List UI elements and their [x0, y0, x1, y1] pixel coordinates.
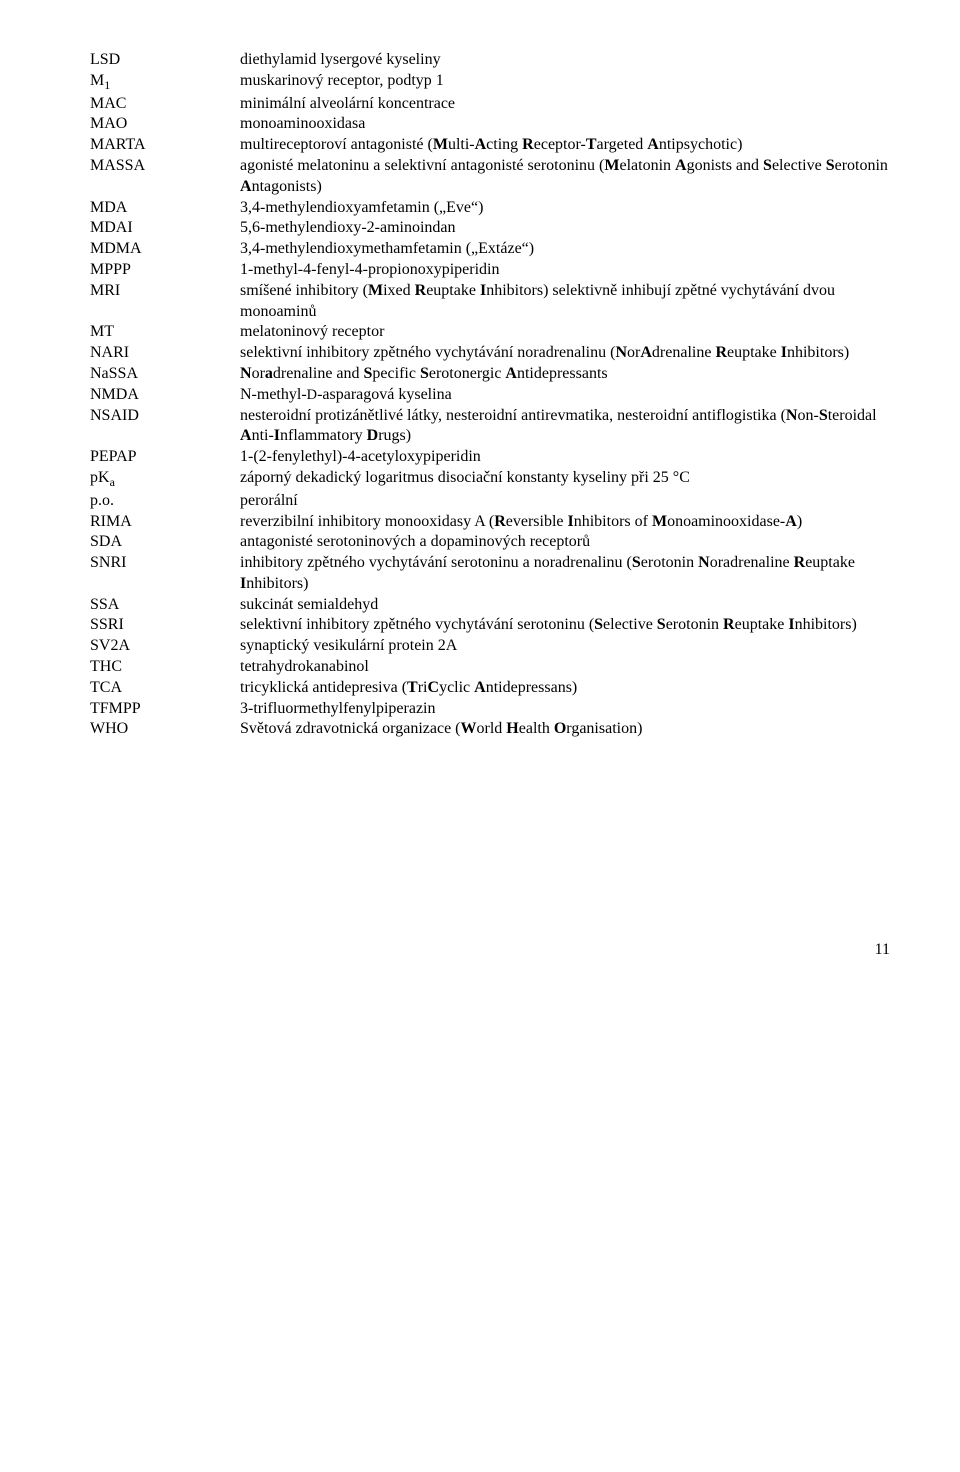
abbr-term: MT	[90, 322, 240, 343]
abbr-term: WHO	[90, 719, 240, 740]
abbr-entry: p.o.perorální	[90, 491, 890, 512]
abbr-entry: MASSAagonisté melatoninu a selektivní an…	[90, 156, 890, 198]
abbr-entry: NaSSANoradrenaline and Specific Serotone…	[90, 364, 890, 385]
abbr-entry: MARTAmultireceptoroví antagonisté (Multi…	[90, 135, 890, 156]
abbr-entry: THCtetrahydrokanabinol	[90, 657, 890, 678]
abbr-term: NARI	[90, 343, 240, 364]
abbr-definition: melatoninový receptor	[240, 322, 890, 343]
page-number: 11	[90, 940, 890, 961]
abbr-entry: PEPAP1-(2-fenylethyl)-4-acetyloxypiperid…	[90, 447, 890, 468]
abbr-term: MARTA	[90, 135, 240, 156]
abbr-term: MDAI	[90, 218, 240, 239]
abbr-term: NaSSA	[90, 364, 240, 385]
abbr-term: M1	[90, 71, 240, 94]
abbr-definition: 5,6-methylendioxy-2-aminoindan	[240, 218, 890, 239]
abbr-entry: LSDdiethylamid lysergové kyseliny	[90, 50, 890, 71]
abbr-entry: SNRIinhibitory zpětného vychytávání sero…	[90, 553, 890, 595]
abbr-term: MASSA	[90, 156, 240, 177]
abbr-term: THC	[90, 657, 240, 678]
abbr-entry: pKazáporný dekadický logaritmus disociač…	[90, 468, 890, 491]
abbr-term: SSA	[90, 595, 240, 616]
abbr-term: p.o.	[90, 491, 240, 512]
abbr-term: SV2A	[90, 636, 240, 657]
abbr-term: MDMA	[90, 239, 240, 260]
abbr-entry: MTmelatoninový receptor	[90, 322, 890, 343]
abbr-definition: Světová zdravotnická organizace (World H…	[240, 719, 890, 740]
abbr-definition: selektivní inhibitory zpětného vychytává…	[240, 343, 890, 364]
abbr-term: TCA	[90, 678, 240, 699]
abbreviation-list: LSDdiethylamid lysergové kyselinyM1muska…	[90, 50, 890, 740]
abbr-definition: tricyklická antidepresiva (TriCyclic Ant…	[240, 678, 890, 699]
abbr-entry: SDAantagonisté serotoninových a dopamino…	[90, 532, 890, 553]
abbr-term: NMDA	[90, 385, 240, 406]
abbr-definition: Noradrenaline and Specific Serotonergic …	[240, 364, 890, 385]
abbr-definition: minimální alveolární koncentrace	[240, 94, 890, 115]
abbr-term: MAC	[90, 94, 240, 115]
abbr-entry: MDAI5,6-methylendioxy-2-aminoindan	[90, 218, 890, 239]
abbr-entry: M1muskarinový receptor, podtyp 1	[90, 71, 890, 94]
abbr-definition: smíšené inhibitory (Mixed Reuptake Inhib…	[240, 281, 890, 323]
abbr-definition: inhibitory zpětného vychytávání serotoni…	[240, 553, 890, 595]
abbr-entry: MAOmonoaminooxidasa	[90, 114, 890, 135]
abbr-term: SNRI	[90, 553, 240, 574]
abbr-definition: 3,4-methylendioxyamfetamin („Eve“)	[240, 198, 890, 219]
abbr-term: MRI	[90, 281, 240, 302]
abbr-definition: tetrahydrokanabinol	[240, 657, 890, 678]
abbr-definition: 1-methyl-4-fenyl-4-propionoxypiperidin	[240, 260, 890, 281]
abbr-definition: nesteroidní protizánětlivé látky, nester…	[240, 406, 890, 448]
abbr-term: SSRI	[90, 615, 240, 636]
abbr-entry: MRIsmíšené inhibitory (Mixed Reuptake In…	[90, 281, 890, 323]
abbr-definition: monoaminooxidasa	[240, 114, 890, 135]
abbr-term: LSD	[90, 50, 240, 71]
abbr-term: TFMPP	[90, 699, 240, 720]
abbr-definition: N-methyl-D-asparagová kyselina	[240, 385, 890, 406]
abbr-definition: perorální	[240, 491, 890, 512]
abbr-entry: SSRIselektivní inhibitory zpětného vychy…	[90, 615, 890, 636]
abbr-definition: multireceptoroví antagonisté (Multi-Acti…	[240, 135, 890, 156]
abbr-entry: RIMAreverzibilní inhibitory monooxidasy …	[90, 512, 890, 533]
abbr-term: pKa	[90, 468, 240, 491]
abbr-definition: 3,4-methylendioxymethamfetamin („Extáze“…	[240, 239, 890, 260]
abbr-definition: muskarinový receptor, podtyp 1	[240, 71, 890, 92]
abbr-definition: diethylamid lysergové kyseliny	[240, 50, 890, 71]
abbr-entry: NMDAN-methyl-D-asparagová kyselina	[90, 385, 890, 406]
abbr-term: MPPP	[90, 260, 240, 281]
abbr-definition: antagonisté serotoninových a dopaminovýc…	[240, 532, 890, 553]
abbr-term: RIMA	[90, 512, 240, 533]
abbr-entry: SV2Asynaptický vesikulární protein 2A	[90, 636, 890, 657]
abbr-definition: 3-trifluormethylfenylpiperazin	[240, 699, 890, 720]
abbr-term: MAO	[90, 114, 240, 135]
abbr-definition: sukcinát semialdehyd	[240, 595, 890, 616]
abbr-definition: agonisté melatoninu a selektivní antagon…	[240, 156, 890, 198]
abbr-entry: MDA3,4-methylendioxyamfetamin („Eve“)	[90, 198, 890, 219]
abbr-entry: TFMPP3-trifluormethylfenylpiperazin	[90, 699, 890, 720]
abbr-term: SDA	[90, 532, 240, 553]
abbr-term: PEPAP	[90, 447, 240, 468]
abbr-entry: WHOSvětová zdravotnická organizace (Worl…	[90, 719, 890, 740]
abbr-definition: synaptický vesikulární protein 2A	[240, 636, 890, 657]
abbr-definition: reverzibilní inhibitory monooxidasy A (R…	[240, 512, 890, 533]
abbr-term: NSAID	[90, 406, 240, 427]
abbr-definition: 1-(2-fenylethyl)-4-acetyloxypiperidin	[240, 447, 890, 468]
abbr-entry: NARIselektivní inhibitory zpětného vychy…	[90, 343, 890, 364]
abbr-entry: NSAIDnesteroidní protizánětlivé látky, n…	[90, 406, 890, 448]
abbr-definition: selektivní inhibitory zpětného vychytává…	[240, 615, 890, 636]
abbr-entry: TCAtricyklická antidepresiva (TriCyclic …	[90, 678, 890, 699]
abbr-term: MDA	[90, 198, 240, 219]
abbr-entry: SSAsukcinát semialdehyd	[90, 595, 890, 616]
abbr-definition: záporný dekadický logaritmus disociační …	[240, 468, 890, 489]
abbr-entry: MPPP1-methyl-4-fenyl-4-propionoxypiperid…	[90, 260, 890, 281]
abbr-entry: MACminimální alveolární koncentrace	[90, 94, 890, 115]
abbr-entry: MDMA3,4-methylendioxymethamfetamin („Ext…	[90, 239, 890, 260]
